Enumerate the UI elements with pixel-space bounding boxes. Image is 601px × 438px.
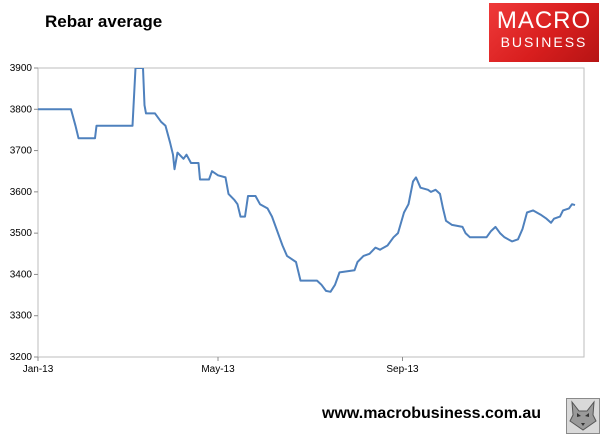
series-line bbox=[38, 68, 576, 293]
plot-area bbox=[37, 67, 585, 358]
wolf-icon bbox=[566, 398, 600, 434]
y-tick-label: 3300 bbox=[10, 311, 33, 322]
y-tick-label: 3200 bbox=[10, 352, 33, 363]
x-tick-label: Jan-13 bbox=[23, 364, 54, 375]
logo-line-1: MACRO bbox=[496, 7, 592, 34]
x-tick-label: Sep-13 bbox=[386, 364, 419, 375]
x-tick-label: May-13 bbox=[201, 364, 235, 375]
chart-title: Rebar average bbox=[45, 12, 163, 31]
y-tick-label: 3900 bbox=[10, 63, 33, 74]
logo-line-2: BUSINESS bbox=[500, 34, 588, 50]
y-tick-label: 3700 bbox=[10, 146, 33, 157]
y-tick-label: 3600 bbox=[10, 187, 33, 198]
y-tick-label: 3800 bbox=[10, 104, 33, 115]
y-tick-label: 3500 bbox=[10, 228, 33, 239]
macrobusiness-logo: MACRO BUSINESS bbox=[489, 3, 599, 62]
footer-url[interactable]: www.macrobusiness.com.au bbox=[322, 405, 542, 422]
y-tick-label: 3400 bbox=[10, 269, 33, 280]
